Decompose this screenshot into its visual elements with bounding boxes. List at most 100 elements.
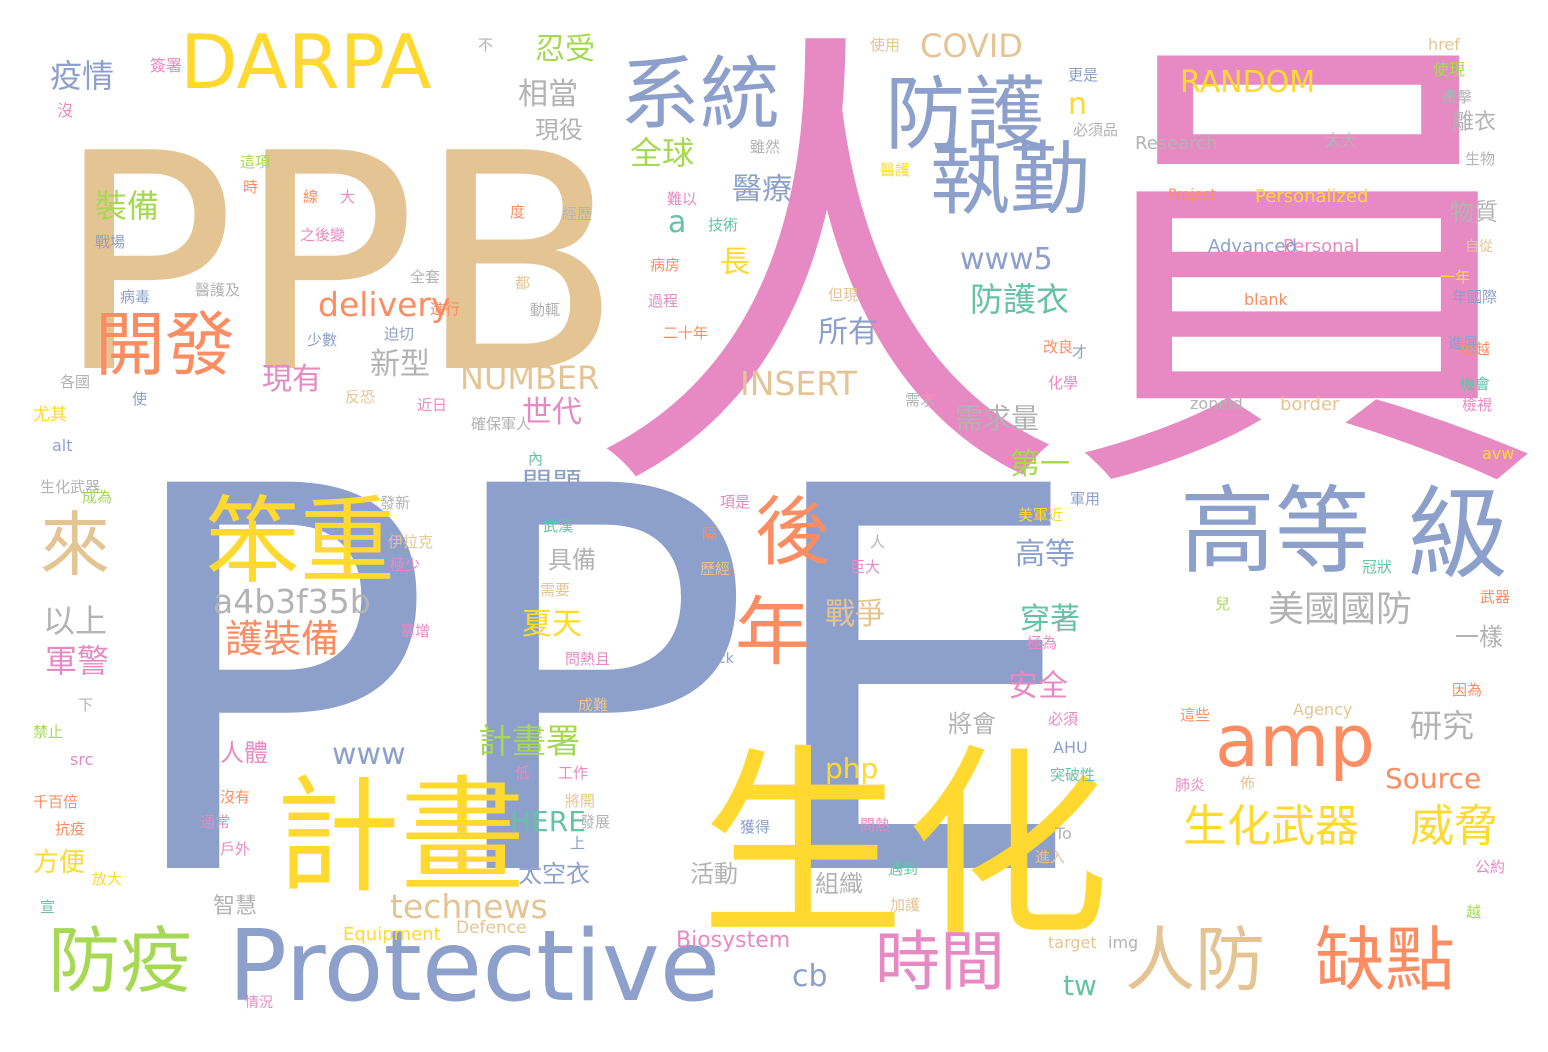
cloud-word: 研究 bbox=[1410, 707, 1475, 745]
cloud-word: 裝備 bbox=[95, 187, 160, 225]
cloud-word: 醫療 bbox=[732, 172, 792, 207]
cloud-word: 年國際 bbox=[1452, 288, 1498, 306]
cloud-word: 化學 bbox=[1048, 374, 1079, 392]
cloud-word: 人體 bbox=[220, 739, 268, 767]
cloud-word: 尤其 bbox=[33, 405, 67, 425]
cloud-word: Defence bbox=[456, 918, 527, 938]
cloud-word: ck bbox=[718, 651, 734, 667]
cloud-word: INSERT bbox=[740, 364, 857, 403]
cloud-word: 兒 bbox=[1215, 595, 1231, 613]
cloud-word: 相當 bbox=[518, 77, 578, 112]
cloud-word: PPB bbox=[55, 90, 623, 439]
cloud-word: 軍警 bbox=[45, 642, 110, 680]
cloud-word: 現役 bbox=[535, 116, 583, 144]
cloud-word: 組織 bbox=[815, 870, 863, 898]
cloud-word: n bbox=[1068, 87, 1088, 122]
cloud-word: tw bbox=[1063, 969, 1097, 1002]
cloud-word: href bbox=[1428, 35, 1460, 54]
cloud-word: php bbox=[825, 752, 879, 785]
cloud-word: blank bbox=[1244, 290, 1288, 309]
cloud-word: 這項 bbox=[240, 153, 271, 171]
cloud-word: 防護衣 bbox=[970, 280, 1069, 319]
cloud-word: 雖然 bbox=[750, 138, 781, 156]
cloud-word: 簽署 bbox=[150, 56, 183, 75]
cloud-word: 一年 bbox=[1440, 268, 1471, 286]
cloud-word: 遇到 bbox=[888, 860, 919, 878]
cloud-word: 加護 bbox=[890, 896, 921, 914]
cloud-word: 軍用 bbox=[1070, 490, 1101, 508]
cloud-word: 夏天 bbox=[522, 607, 582, 642]
cloud-word: amp bbox=[1215, 699, 1375, 783]
cloud-word: 美軍近 bbox=[1018, 506, 1064, 524]
cloud-word: 生化 bbox=[700, 728, 1110, 966]
cloud-word: 以上 bbox=[43, 602, 108, 640]
cloud-word: 疫情 bbox=[50, 57, 115, 95]
cloud-word: 長 bbox=[720, 245, 750, 280]
cloud-word: 使 bbox=[132, 390, 148, 408]
cloud-word: 近日 bbox=[417, 396, 448, 414]
cloud-word: To bbox=[1055, 824, 1072, 843]
cloud-word: 進行 bbox=[430, 300, 461, 318]
cloud-word: 冠狀 bbox=[1362, 558, 1393, 576]
cloud-word: 肺炎 bbox=[1175, 776, 1206, 794]
cloud-word: Source bbox=[1385, 762, 1482, 795]
cloud-word: Personalized bbox=[1255, 186, 1369, 207]
cloud-word: 必須 bbox=[1048, 710, 1079, 728]
cloud-word: 高等 bbox=[1015, 537, 1075, 572]
cloud-word: 需求量 bbox=[955, 402, 1040, 435]
cloud-word: HERE bbox=[510, 805, 586, 838]
cloud-word: 時間 bbox=[875, 925, 1006, 1000]
cloud-word: COVID bbox=[920, 27, 1023, 65]
cloud-word: 具備 bbox=[548, 546, 596, 574]
cloud-word: Project bbox=[1168, 187, 1216, 203]
cloud-word: 問熱且 bbox=[565, 650, 611, 668]
cloud-word: 之後變 bbox=[300, 226, 346, 244]
cloud-word: 年 bbox=[735, 588, 811, 676]
cloud-word: 衝擊 bbox=[1442, 88, 1473, 106]
cloud-word: 太大 bbox=[1325, 131, 1358, 150]
cloud-word: 戰場 bbox=[95, 233, 126, 251]
cloud-word: 技術 bbox=[708, 216, 739, 234]
cloud-word: 極少 bbox=[390, 556, 421, 574]
cloud-word: 穿著 bbox=[1020, 602, 1080, 637]
cloud-word: 需要 bbox=[540, 581, 571, 599]
cloud-word: 武漢 bbox=[543, 517, 574, 535]
cloud-word: 反恐 bbox=[345, 388, 376, 406]
cloud-word: 防護 bbox=[885, 68, 1045, 161]
cloud-word: 千百倍 bbox=[33, 793, 79, 811]
cloud-word: 醫護及 bbox=[195, 281, 241, 299]
cloud-word: 物質 bbox=[1450, 198, 1498, 226]
cloud-word: 抗疫 bbox=[55, 820, 86, 838]
cloud-word: 需求 bbox=[905, 391, 936, 409]
cloud-word: 使現 bbox=[1433, 60, 1466, 79]
cloud-word: 度越 bbox=[1460, 340, 1491, 358]
cloud-word: 線 bbox=[303, 188, 319, 206]
cloud-word: 難以 bbox=[667, 190, 698, 208]
cloud-word: 必須品 bbox=[1073, 121, 1119, 139]
cloud-word: AHU bbox=[1053, 738, 1088, 757]
cloud-word: 佈 bbox=[1240, 774, 1256, 792]
cloud-word: avw bbox=[1482, 444, 1515, 463]
cloud-word: technews bbox=[390, 887, 548, 926]
cloud-word: 美國國防 bbox=[1268, 589, 1413, 630]
cloud-word: 安全 bbox=[1008, 669, 1068, 704]
cloud-word: 問題 bbox=[522, 467, 582, 502]
cloud-word: 智慧 bbox=[213, 894, 258, 919]
cloud-word: PPE bbox=[115, 376, 1090, 993]
cloud-word: 現有 bbox=[262, 362, 322, 397]
cloud-word: img bbox=[1108, 933, 1139, 952]
cloud-word: zoneid bbox=[1190, 394, 1243, 413]
cloud-word: 將會 bbox=[948, 710, 996, 738]
cloud-word: 通常 bbox=[200, 813, 231, 831]
cloud-word: 威脅 bbox=[1410, 801, 1498, 852]
cloud-word: alt bbox=[52, 436, 73, 455]
cloud-word: 隔 bbox=[702, 525, 718, 543]
cloud-word: 過程 bbox=[648, 292, 679, 310]
cloud-word: Agency bbox=[1293, 700, 1353, 719]
cloud-word: 人員 bbox=[586, 0, 1546, 554]
cloud-word: 生化武器 bbox=[40, 478, 101, 496]
cloud-word: 來 bbox=[40, 504, 110, 586]
cloud-word: 機會 bbox=[1460, 375, 1491, 393]
cloud-word: 越 bbox=[1466, 903, 1482, 921]
